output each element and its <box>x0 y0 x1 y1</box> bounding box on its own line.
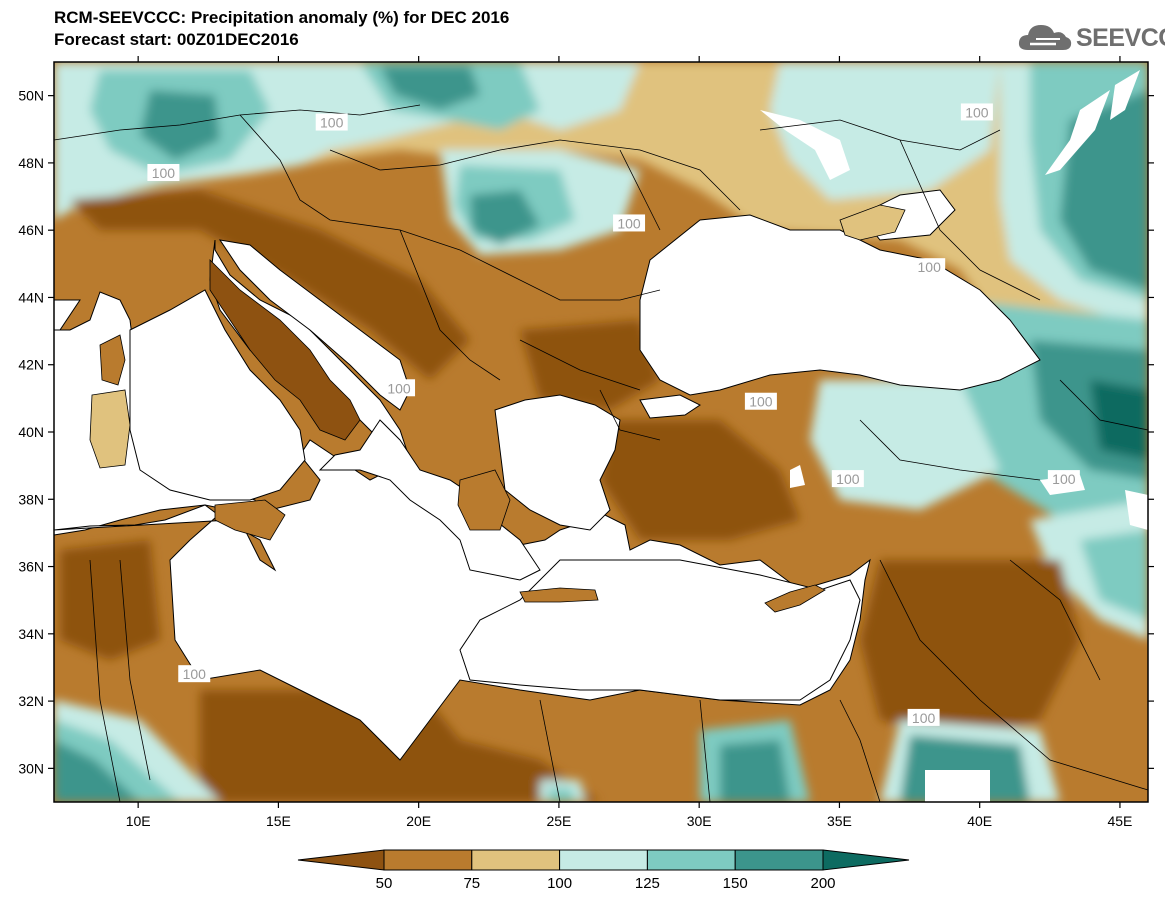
contour-label: 100 <box>183 666 207 682</box>
lon-tick-label: 40E <box>967 813 992 829</box>
anomaly-zone-wet <box>1080 530 1148 620</box>
colorbar-label: 100 <box>547 875 572 892</box>
anomaly-zone-very-wet <box>470 190 540 245</box>
lon-tick-label: 30E <box>687 813 712 829</box>
contour-label: 100 <box>320 115 344 131</box>
lat-tick-label: 46N <box>18 222 44 238</box>
cloud-icon <box>1018 25 1072 50</box>
anomaly-zone-very-wet <box>720 740 790 802</box>
islands <box>89 204 906 613</box>
lon-tick-label: 35E <box>827 813 852 829</box>
black-sea <box>639 214 1041 396</box>
contour-label: 100 <box>387 380 411 396</box>
contour-label: 100 <box>617 215 641 231</box>
colorbar-swatch <box>734 849 824 871</box>
seevccc-logo: SEEVCCC <box>1016 20 1165 60</box>
lat-tick-label: 36N <box>18 559 44 575</box>
lat-tick-label: 44N <box>18 289 44 305</box>
sea-of-marmara <box>639 394 701 419</box>
anomaly-zone-very-wet <box>54 740 140 802</box>
sardinia-island <box>89 389 131 469</box>
contour-label-bg <box>178 665 211 683</box>
contour-label: 100 <box>152 165 176 181</box>
anomaly-zone-very-wet <box>380 66 480 110</box>
colorbar-swatch <box>383 849 473 871</box>
anomaly-zone-very-dry <box>60 540 160 660</box>
lat-tick-label: 38N <box>18 491 44 507</box>
lat-tick-label: 30N <box>18 760 44 776</box>
italy-boot <box>209 259 361 441</box>
lat-tick-label: 48N <box>18 155 44 171</box>
ionian-sea <box>318 419 541 581</box>
contour-label-bg <box>744 392 777 410</box>
colorbar-label: 50 <box>376 875 393 892</box>
sicily-island <box>214 499 286 541</box>
latitude-axis: 50N 48N 46N 44N 42N 40N 38N 36N 34N 32N 30N <box>18 88 1154 776</box>
colorbar-swatch <box>471 849 561 871</box>
contour-label-bg <box>613 214 646 232</box>
longitude-axis: 10E 15E 20E 25E 30E 35E 40E 45E <box>126 56 1132 829</box>
contour-label: 100 <box>836 471 860 487</box>
colorbar-left-arrow <box>297 849 385 871</box>
chart-subtitle: Forecast start: 00Z01DEC2016 <box>54 30 299 49</box>
contour-label-bg <box>913 258 946 276</box>
anomaly-field <box>54 62 1148 802</box>
anomaly-zone-very-dry <box>70 190 470 380</box>
lon-tick-label: 15E <box>266 813 291 829</box>
contour-label: 100 <box>749 394 773 410</box>
chart-title: RCM-SEEVCCC: Precipitation anomaly (%) f… <box>54 8 510 27</box>
contour-label-bg <box>315 113 348 131</box>
aegean-sea <box>494 394 621 531</box>
crimea-peninsula <box>839 204 906 241</box>
contour-label-bg <box>1047 470 1080 488</box>
contour-label-bg <box>960 103 993 121</box>
corsica-island <box>99 334 126 386</box>
country-borders <box>54 104 1148 802</box>
lat-tick-label: 42N <box>18 357 44 373</box>
cyprus-island <box>764 584 826 613</box>
contour-label: 100 <box>1052 471 1076 487</box>
anomaly-zone-very-dry <box>520 320 660 410</box>
contour-label: 100 <box>965 104 989 120</box>
contour-label: 100 <box>912 710 936 726</box>
colorbar-swatch <box>646 849 736 871</box>
lat-tick-label: 40N <box>18 424 44 440</box>
colorbar-label: 150 <box>723 875 748 892</box>
lon-tick-label: 20E <box>406 813 431 829</box>
anomaly-zone-very-dry <box>860 560 1080 740</box>
lat-tick-label: 50N <box>18 88 44 104</box>
tyrrhenian-sea <box>129 289 306 501</box>
colorbar-right-arrow <box>822 849 910 871</box>
colorbar-swatch <box>559 849 648 871</box>
lon-tick-label: 25E <box>546 813 571 829</box>
anomaly-zone-very-dry <box>600 420 800 540</box>
colorbar-label: 75 <box>463 875 480 892</box>
colorbar: 50 75 100 125 150 200 <box>297 849 910 892</box>
lat-tick-label: 32N <box>18 693 44 709</box>
contour-label-bg <box>831 470 864 488</box>
colorbar-label: 200 <box>810 875 835 892</box>
adriatic-sea <box>218 239 411 411</box>
anomaly-zone-wet <box>548 788 575 802</box>
contour-label-bg <box>907 708 940 726</box>
contour-label-bg <box>147 164 180 181</box>
lat-tick-label: 34N <box>18 626 44 642</box>
contour-label: 100 <box>918 259 942 275</box>
peloponnese <box>457 469 511 531</box>
crete-island <box>519 587 599 603</box>
colorbar-label: 125 <box>635 875 660 892</box>
anomaly-zone-extreme-wet <box>1090 380 1148 460</box>
lon-tick-label: 45E <box>1107 813 1132 829</box>
lon-tick-label: 10E <box>126 813 151 829</box>
contour-labels: 100 100 100 100 100 100 100 100 100 100 100 <box>147 103 1080 726</box>
logo-text: SEEVCCC <box>1076 24 1165 52</box>
contour-label-bg <box>383 379 416 397</box>
